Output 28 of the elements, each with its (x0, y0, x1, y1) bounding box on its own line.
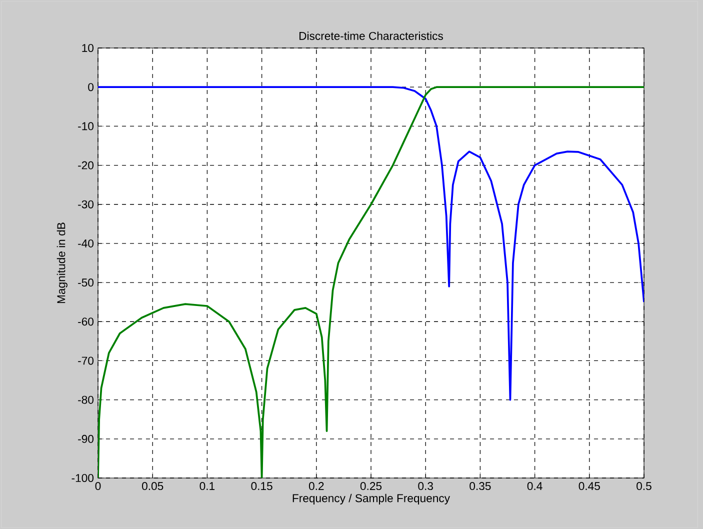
y-tick-label: -10 (78, 122, 94, 130)
x-tick-label: 0.5 (636, 482, 652, 490)
y-tick-label: -100 (72, 474, 94, 482)
y-tick-label: -40 (78, 239, 94, 248)
x-tick-label: 0 (95, 482, 101, 490)
x-tick-label: 0.3 (418, 482, 433, 490)
y-tick-label: -80 (78, 396, 94, 404)
x-tick-label: 0.05 (142, 482, 164, 490)
x-axis-title: Frequency / Sample Frequency (292, 494, 450, 504)
x-tick-label: 0.4 (527, 482, 542, 490)
chart-title: Discrete-time Characteristics (299, 32, 443, 40)
x-tick-label: 0.25 (360, 482, 382, 490)
x-tick-label: 0.45 (578, 482, 600, 490)
x-tick-label: 0.15 (251, 482, 272, 490)
y-tick-label: -20 (78, 161, 94, 170)
x-tick-label: 0.2 (308, 482, 324, 490)
y-axis-title: Magnitude in dB (56, 222, 68, 304)
y-tick-label: 10 (82, 44, 94, 52)
line-series (98, 86, 644, 478)
y-tick-label: -90 (78, 434, 94, 443)
line-series (98, 86, 644, 401)
y-tick-label: -60 (78, 318, 94, 326)
x-tick-label: 0.35 (470, 482, 491, 490)
y-tick-label: 0 (88, 83, 94, 92)
y-tick-label: -50 (78, 278, 94, 287)
y-tick-label: -70 (78, 356, 94, 365)
x-tick-label: 0.1 (200, 482, 215, 490)
y-tick-label: -30 (78, 200, 94, 208)
